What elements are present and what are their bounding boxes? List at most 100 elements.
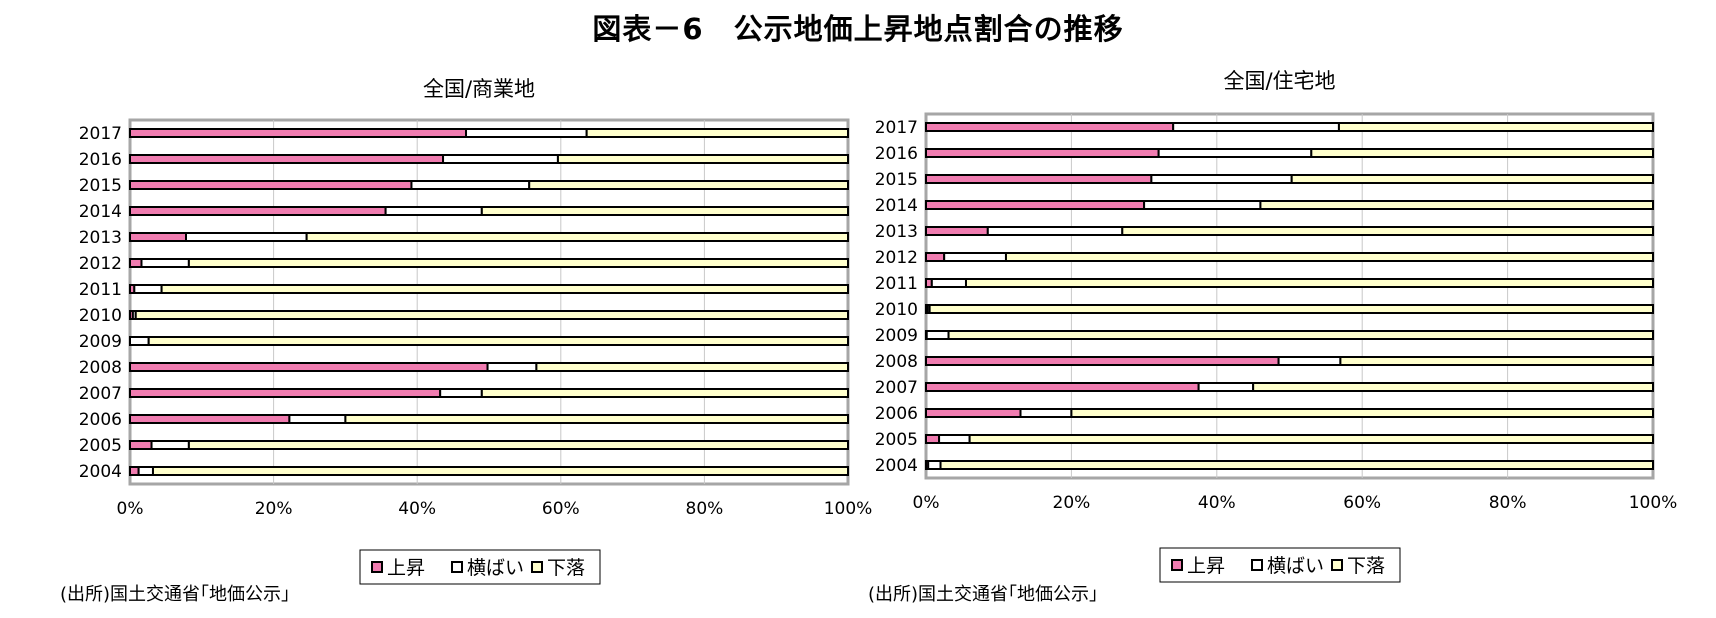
bar-rise-2013 (925, 226, 989, 236)
bar-flat-2012 (943, 252, 1007, 262)
x-tick-label: 0% (117, 499, 144, 519)
bar-rise-2008 (925, 356, 1280, 366)
category-label-2006: 2006 (875, 404, 918, 424)
category-label-2013: 2013 (875, 222, 918, 242)
bar-rise-2007 (925, 382, 1200, 392)
bar-fall-2015 (528, 180, 849, 190)
legend-swatch-fall (1331, 559, 1343, 571)
x-tick-label: 0% (913, 493, 940, 513)
x-tick-label: 100% (824, 499, 873, 519)
x-tick-label: 40% (1198, 493, 1236, 513)
bar-flat-2016 (1157, 148, 1313, 158)
bar-fall-2010 (134, 310, 849, 320)
x-tick-label: 80% (1489, 493, 1527, 513)
legend-label-rise: 上昇 (1187, 555, 1225, 577)
legend-box (1159, 547, 1401, 583)
bar-rise-2017 (925, 122, 1175, 132)
bar-fall-2016 (1310, 148, 1655, 158)
bar-rise-2005 (925, 434, 941, 444)
source-note-commercial: (出所)国土交通省｢地価公示｣ (60, 584, 291, 605)
bar-rise-2014 (925, 200, 1146, 210)
x-tick-label: 60% (542, 499, 580, 519)
category-label-2010: 2010 (79, 306, 122, 326)
legend-label-flat: 横ばい (467, 557, 524, 579)
x-tick-label: 20% (1053, 493, 1091, 513)
bar-fall-2017 (1337, 122, 1655, 132)
category-label-2015: 2015 (79, 176, 122, 196)
bar-rise-2012 (925, 252, 946, 262)
category-label-2007: 2007 (875, 378, 918, 398)
bar-fall-2006 (1070, 408, 1654, 418)
bar-rise-2015 (925, 174, 1153, 184)
bar-fall-2011 (160, 284, 850, 294)
category-label-2014: 2014 (79, 202, 122, 222)
x-tick-label: 100% (1629, 493, 1678, 513)
bar-fall-2012 (1004, 252, 1654, 262)
x-tick-label: 40% (398, 499, 436, 519)
chart-title: 全国/商業地 (423, 77, 535, 101)
legend-label-flat: 横ばい (1267, 555, 1324, 577)
bar-fall-2005 (187, 440, 850, 450)
bar-fall-2004 (151, 466, 849, 476)
bar-fall-2004 (939, 460, 1654, 470)
bar-flat-2017 (1172, 122, 1340, 132)
legend-label-fall: 下落 (547, 557, 585, 579)
legend-swatch-rise (371, 561, 383, 573)
x-tick-label: 80% (686, 499, 724, 519)
legend-swatch-rise (1171, 559, 1183, 571)
category-label-2010: 2010 (875, 300, 918, 320)
bar-fall-2015 (1290, 174, 1655, 184)
category-label-2016: 2016 (875, 144, 918, 164)
legend-box (359, 549, 601, 585)
bar-fall-2006 (344, 414, 849, 424)
category-label-2015: 2015 (875, 170, 918, 190)
bar-rise-2016 (925, 148, 1160, 158)
category-label-2017: 2017 (875, 118, 918, 138)
plot-frame (924, 112, 1655, 480)
category-label-2009: 2009 (875, 326, 918, 346)
legend-label-fall: 下落 (1347, 555, 1385, 577)
bar-flat-2007 (1197, 382, 1255, 392)
category-label-2006: 2006 (79, 410, 122, 430)
category-label-2009: 2009 (79, 332, 122, 352)
bar-fall-2007 (480, 388, 849, 398)
bar-fall-2014 (480, 206, 849, 216)
bar-flat-2015 (1150, 174, 1293, 184)
category-label-2004: 2004 (79, 462, 122, 482)
bar-fall-2017 (585, 128, 849, 138)
category-label-2008: 2008 (79, 358, 122, 378)
bar-fall-2014 (1259, 200, 1655, 210)
bar-flat-2004 (927, 460, 942, 470)
bar-fall-2009 (147, 336, 849, 346)
category-label-2013: 2013 (79, 228, 122, 248)
category-label-2008: 2008 (875, 352, 918, 372)
legend-label-rise: 上昇 (387, 557, 425, 579)
bar-flat-2013 (986, 226, 1124, 236)
category-label-2005: 2005 (79, 436, 122, 456)
legend-swatch-fall (531, 561, 543, 573)
figure-title: 図表－6 公示地価上昇地点割合の推移 (592, 12, 1124, 46)
chart-title: 全国/住宅地 (1223, 69, 1335, 93)
bar-flat-2005 (938, 434, 971, 444)
category-label-2011: 2011 (875, 274, 918, 294)
bar-fall-2011 (964, 278, 1654, 288)
bar-fall-2007 (1252, 382, 1655, 392)
source-note-residential: (出所)国土交通省｢地価公示｣ (868, 584, 1099, 605)
bar-flat-2014 (1143, 200, 1262, 210)
category-label-2005: 2005 (875, 430, 918, 450)
bar-flat-2011 (930, 278, 967, 288)
bar-fall-2013 (305, 232, 849, 242)
category-label-2004: 2004 (875, 456, 918, 476)
chart-commercial: 全国/商業地 2017 2016 2015 2014 2013 2012 2011 2010 20… (79, 77, 872, 585)
bar-fall-2012 (187, 258, 850, 268)
x-tick-label: 60% (1343, 493, 1381, 513)
x-tick-label: 20% (255, 499, 293, 519)
category-label-2014: 2014 (875, 196, 918, 216)
bar-fall-2016 (556, 154, 849, 164)
bar-flat-2006 (1019, 408, 1073, 418)
bar-fall-2010 (928, 304, 1654, 314)
bar-fall-2009 (947, 330, 1654, 340)
bar-rise-2006 (925, 408, 1022, 418)
category-label-2016: 2016 (79, 150, 122, 170)
